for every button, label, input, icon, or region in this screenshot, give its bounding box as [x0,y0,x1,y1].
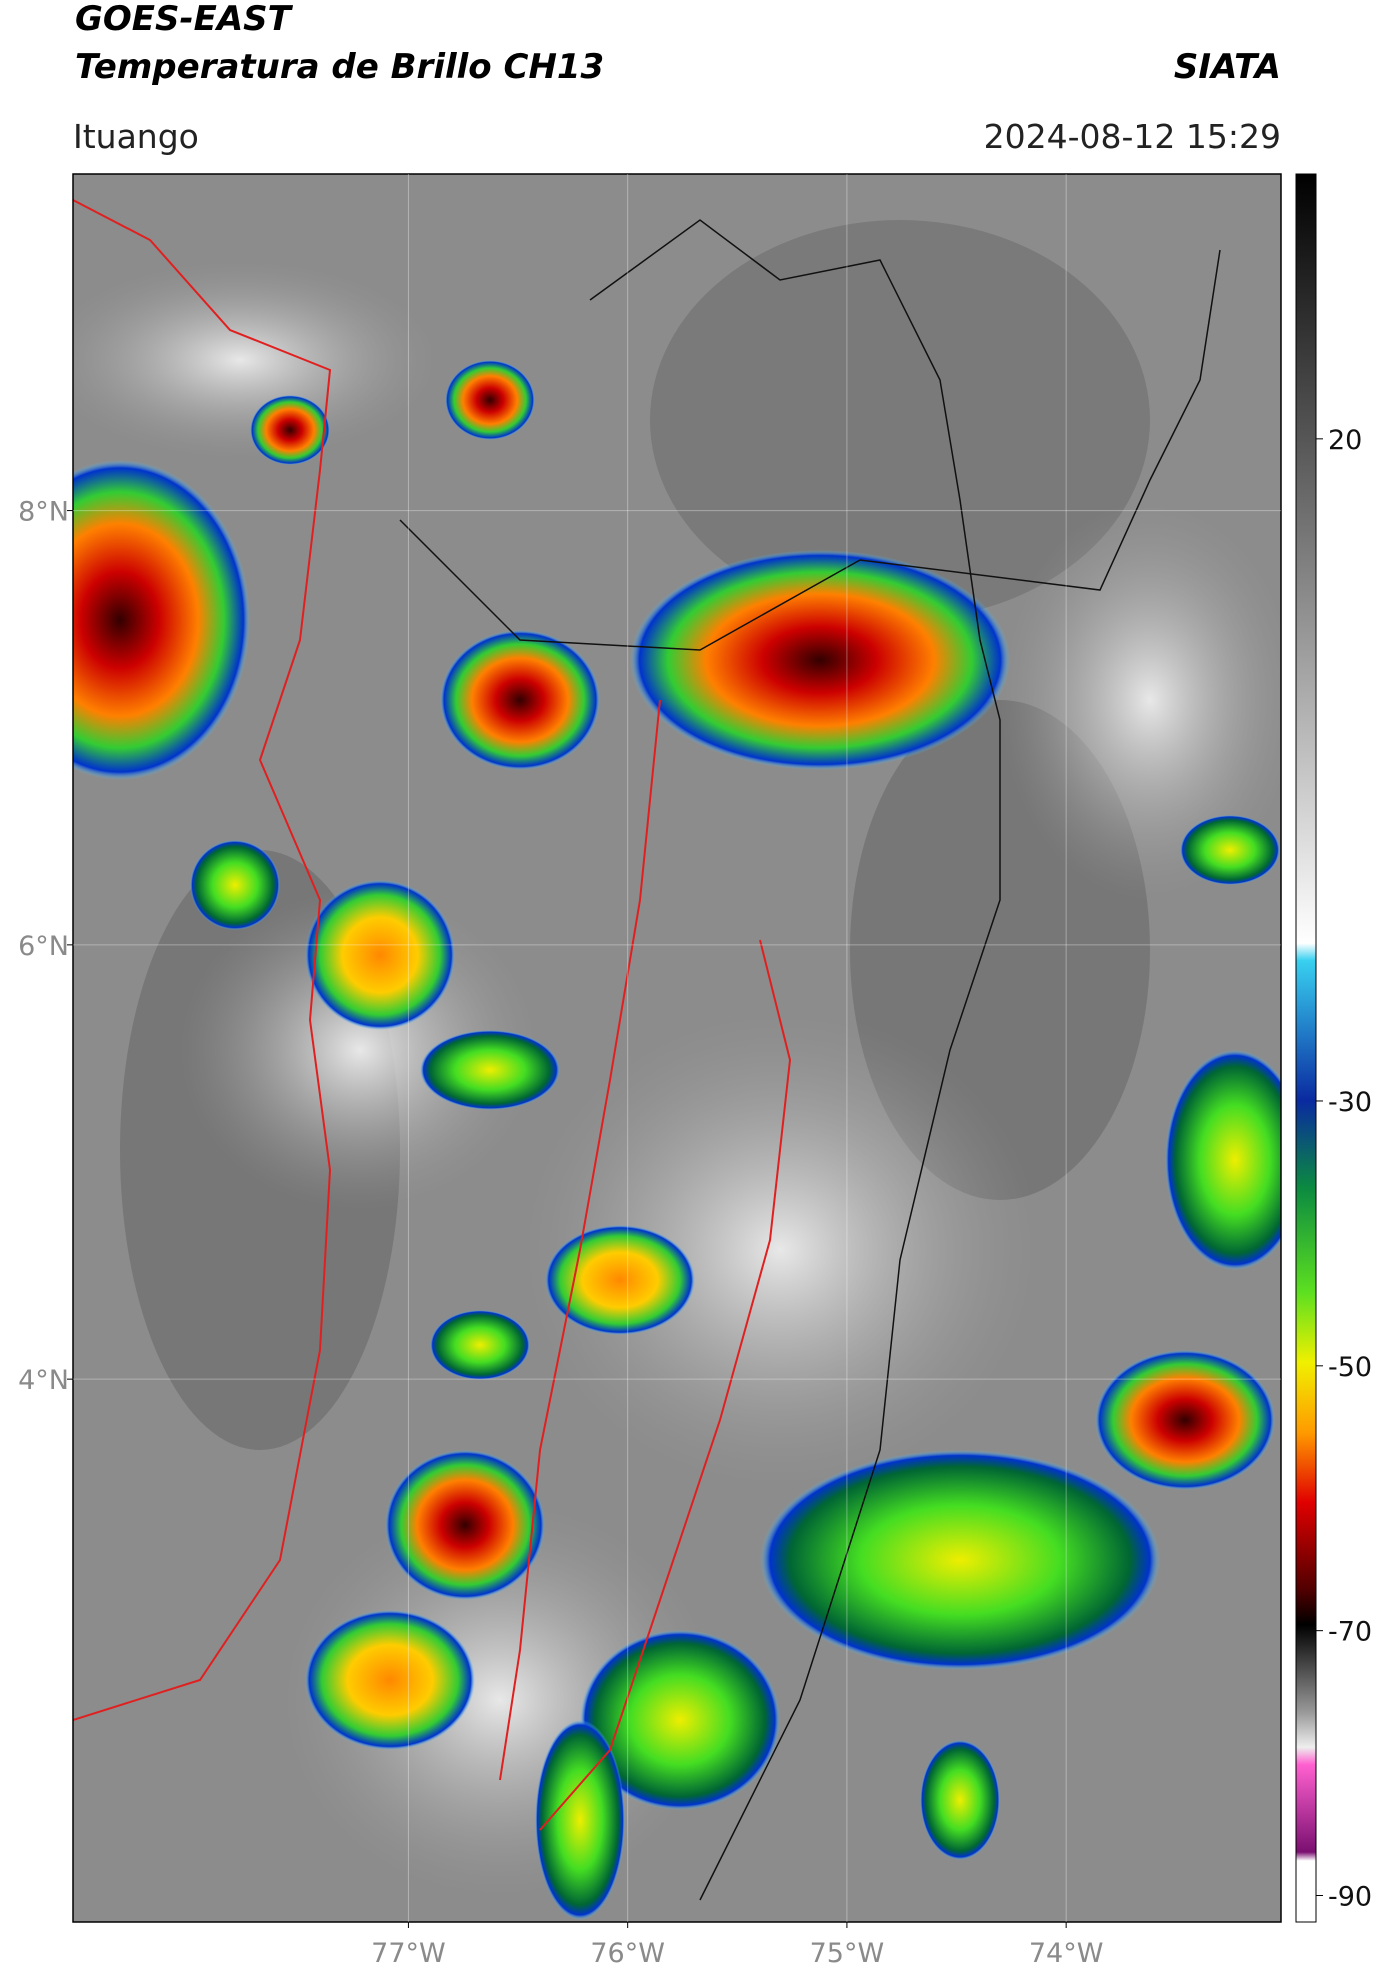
y-tick-label: 4°N [18,1365,69,1396]
y-tick-label: 6°N [18,931,69,962]
colorbar-tick-label: -50 [1328,1352,1372,1383]
x-tick-label: 74°W [1029,1938,1104,1969]
colorbar [1295,173,1317,1923]
x-tick-label: 75°W [810,1938,885,1969]
source: SIATA [1174,47,1281,87]
subtitle: Temperatura de Brillo CH13 [75,47,604,87]
y-tick-label: 8°N [18,497,69,528]
map-frame [72,173,1282,1923]
title: GOES-EAST [75,0,294,39]
colorbar-tick-label: -90 [1328,1882,1372,1913]
region: Ituango [73,117,199,156]
x-tick-label: 77°W [371,1938,446,1969]
x-tick-label: 76°W [590,1938,665,1969]
colorbar-tick-label: 20 [1328,425,1362,456]
colorbar-tick-label: -70 [1328,1617,1372,1648]
colorbar-tick-label: -30 [1328,1087,1372,1118]
datetime: 2024-08-12 15:29 [984,117,1281,156]
satellite-image [73,174,1281,1922]
